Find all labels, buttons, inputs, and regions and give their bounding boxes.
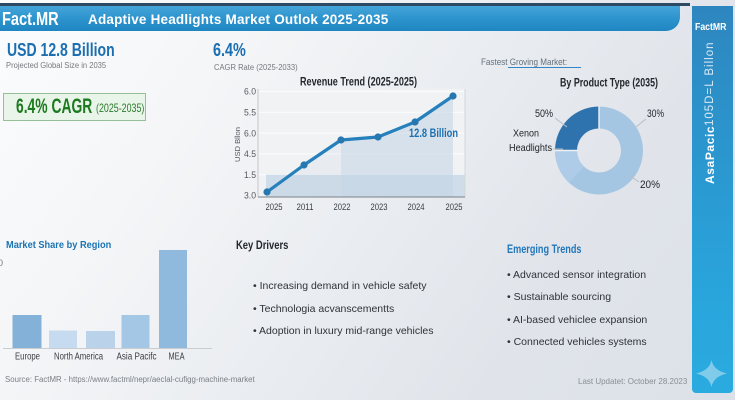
svg-text:6.0: 6.0 [244,87,256,97]
svg-text:2025: 2025 [446,202,463,212]
svg-text:5.5: 5.5 [244,108,256,118]
svg-text:Asia Pacifc: Asia Pacifc [117,352,157,363]
svg-text:2011: 2011 [297,202,314,212]
svg-text:North America: North America [54,352,103,363]
svg-text:4.5: 4.5 [244,149,256,159]
svg-text:30%: 30% [647,108,664,120]
svg-text:MEA: MEA [169,352,185,363]
svg-text:Xenon: Xenon [513,127,539,139]
svg-text:Europe: Europe [15,352,40,363]
svg-text:Headlights: Headlights [509,142,552,154]
svg-text:2024: 2024 [408,202,425,212]
svg-text:Revenue Trend (2025-2025): Revenue Trend (2025-2025) [300,75,417,89]
svg-text:2022: 2022 [334,202,351,212]
svg-text:20%: 20% [640,179,660,191]
svg-text:2025: 2025 [266,202,283,212]
svg-text:3.0: 3.0 [244,191,256,201]
svg-text:50%: 50% [535,108,553,120]
svg-text:By Product Type (2035): By Product Type (2035) [560,78,658,90]
svg-text:12.8 Billion: 12.8 Billion [409,126,458,140]
svg-text:1.5: 1.5 [244,170,256,180]
svg-text:6.0: 6.0 [244,128,256,138]
svg-text:USD Bllon: USD Bllon [233,127,242,162]
svg-text:2023: 2023 [371,202,388,212]
